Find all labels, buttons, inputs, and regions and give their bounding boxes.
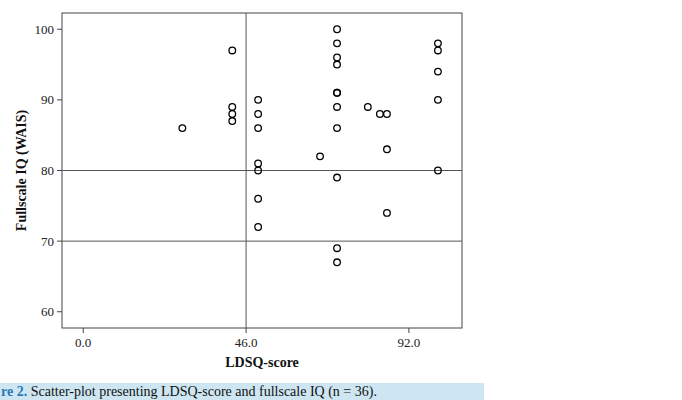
point	[229, 118, 236, 125]
point	[179, 125, 186, 132]
y-tick	[57, 311, 62, 312]
y-tick	[57, 29, 62, 30]
reference-line	[246, 13, 247, 328]
point	[317, 153, 324, 160]
y-tick	[57, 170, 62, 171]
point	[334, 26, 341, 33]
point	[255, 97, 262, 104]
point	[435, 68, 442, 75]
point	[255, 224, 262, 231]
x-tick	[408, 328, 409, 333]
point	[334, 174, 341, 181]
point	[334, 104, 341, 111]
x-tick-label: 0.0	[75, 335, 91, 350]
x-axis-label: LDSQ-score	[225, 355, 299, 370]
reference-line	[62, 241, 462, 242]
caption-label: re 2.	[1, 384, 31, 399]
point	[255, 167, 262, 174]
point	[334, 61, 341, 68]
plot-area	[62, 13, 462, 328]
point	[377, 111, 384, 118]
y-tick-label: 60	[41, 304, 54, 319]
point	[255, 195, 262, 202]
caption: re 2. Scatter-plot presenting LDSQ-score…	[1, 384, 377, 400]
point	[255, 111, 262, 118]
point	[384, 146, 391, 153]
point	[384, 111, 391, 118]
caption-background	[0, 383, 484, 400]
point	[229, 47, 236, 54]
y-tick-label: 90	[41, 92, 54, 107]
y-tick	[57, 99, 62, 100]
x-tick-label: 46.0	[235, 335, 258, 350]
point	[365, 104, 372, 111]
point	[334, 90, 341, 97]
y-tick-label: 80	[41, 163, 54, 178]
x-tick	[83, 328, 84, 333]
caption-text: Scatter-plot presenting LDSQ-score and f…	[31, 384, 377, 400]
point	[435, 97, 442, 104]
point	[435, 47, 442, 54]
x-tick-label: 92.0	[398, 335, 421, 350]
y-tick-label: 70	[41, 234, 54, 249]
y-axis-label: Fullscale IQ (WAIS)	[14, 109, 30, 231]
point	[255, 160, 262, 167]
point	[334, 125, 341, 132]
y-tick-label: 100	[35, 22, 55, 37]
point	[229, 104, 236, 111]
point	[384, 210, 391, 217]
point	[435, 40, 442, 47]
point	[334, 259, 341, 266]
point	[255, 125, 262, 132]
point	[334, 40, 341, 47]
point	[334, 90, 341, 97]
point	[334, 245, 341, 252]
chart: 60 70 80 90 100 0.0 46.0 92.0 LDSQ-score Fullscal…	[0, 0, 682, 400]
plot-frame	[62, 13, 462, 328]
x-tick	[246, 328, 247, 333]
point	[229, 111, 236, 118]
point	[334, 54, 341, 61]
point	[435, 167, 442, 174]
y-tick	[57, 241, 62, 242]
